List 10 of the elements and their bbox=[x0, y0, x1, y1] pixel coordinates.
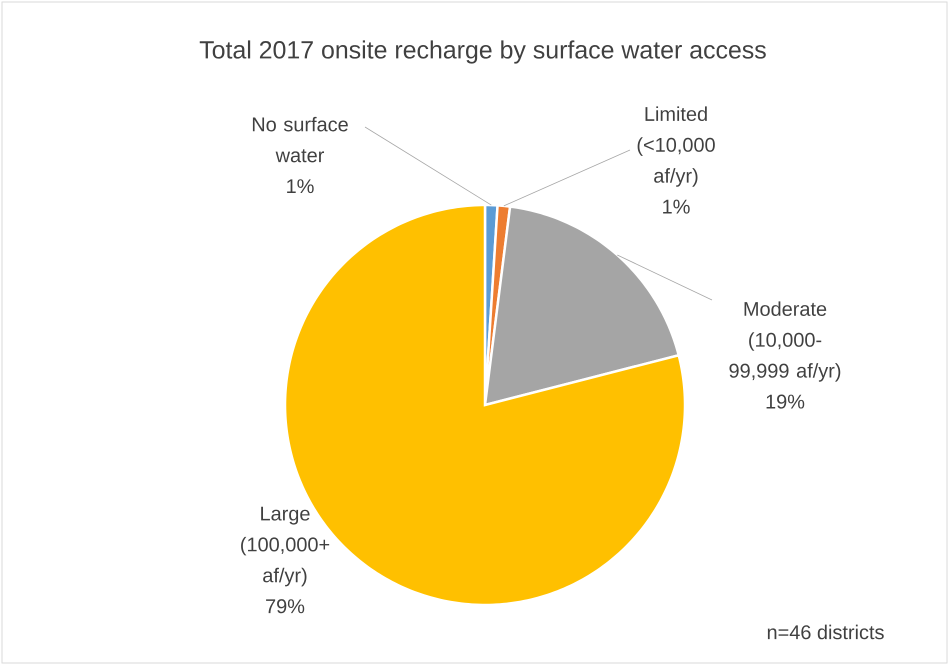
data-label: 1% bbox=[663, 200, 690, 214]
text: n=46 districts bbox=[768, 624, 884, 640]
slice-label: Limited (<10,000 af/yr) bbox=[638, 106, 715, 187]
data-label: 19% bbox=[766, 394, 804, 409]
chart-title: Total 2017 onsite recharge by surface water access bbox=[200, 40, 766, 64]
slice-label: No surface water bbox=[252, 116, 348, 162]
slice-label: Large (100,000+ af/yr) bbox=[241, 506, 330, 586]
data-label: 1% bbox=[287, 179, 314, 194]
slice-label: Moderate (10,000-99,999 af/yr) bbox=[729, 301, 840, 382]
data-label: 79% bbox=[266, 599, 304, 614]
